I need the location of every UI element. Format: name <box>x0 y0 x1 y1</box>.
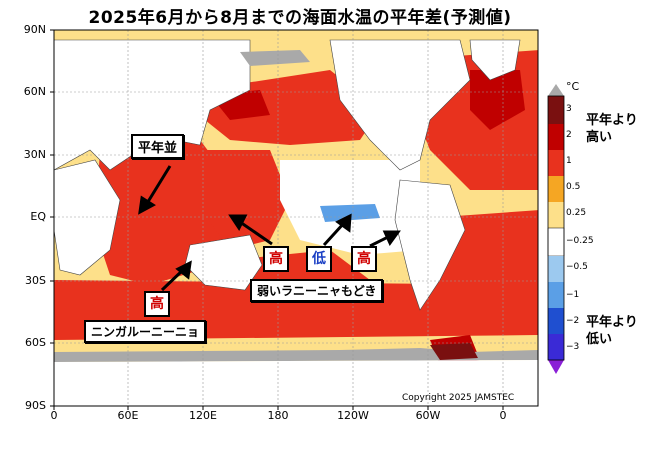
land-africa <box>54 159 121 276</box>
axis-ticks <box>50 29 504 410</box>
arrow-high-2-head <box>175 260 192 280</box>
sea-ice-antarctic <box>54 348 538 362</box>
arrow-normal-head <box>138 195 156 215</box>
legend-unit: °C <box>566 80 580 93</box>
annotation-arrows <box>138 165 401 292</box>
land-antarctica <box>54 360 538 406</box>
lat-label-90s: 90S <box>25 399 46 412</box>
lon-label-180: 180 <box>267 409 289 422</box>
lon-label-60w: 60W <box>415 409 441 422</box>
legend-tick-1: 1 <box>566 156 572 166</box>
legend-tick-neg-3: −3 <box>566 342 580 352</box>
badge-low-central-pacific: 低 <box>306 246 332 272</box>
legend-tick-neg-0-25: −0.25 <box>566 236 594 246</box>
label-weak-la-nina-modoki: 弱いラニーニャもどき <box>250 279 384 302</box>
land-greenland <box>469 39 521 81</box>
lon-label-60e: 60E <box>117 409 139 422</box>
badge-high-west-australia: 高 <box>144 291 170 317</box>
map-frame <box>53 29 539 407</box>
legend-tick-2: 2 <box>566 130 572 140</box>
lat-label-eq: EQ <box>30 210 46 223</box>
warm-strong-north-atlantic <box>470 70 525 130</box>
map-title: 2025年6月から8月までの海面水温の平年差(予測値) <box>88 8 512 28</box>
lon-label-0-east: 0 <box>499 409 507 422</box>
label-ningaloo-nino: ニンガルーニーニョ <box>84 320 207 343</box>
arrow-high-1 <box>239 220 273 246</box>
legend-tick-3: 3 <box>566 104 572 114</box>
badge-high-east-pacific: 高 <box>351 246 377 272</box>
arrow-high-3-head <box>382 230 401 246</box>
badge-high-west-pacific: 高 <box>263 246 289 272</box>
lat-label-90n: 90N <box>23 23 46 36</box>
legend-below-normal-label: 平年より 低い <box>586 315 638 347</box>
arrow-low-1-head <box>335 213 352 233</box>
map-field <box>54 30 538 406</box>
lon-label-120w: 120W <box>337 409 369 422</box>
legend-above-normal-label: 平年より 高い <box>586 113 638 145</box>
legend-tick-0-5: 0.5 <box>566 182 581 192</box>
sea-ice-arctic <box>240 50 310 66</box>
lat-label-30n: 30N <box>23 148 46 161</box>
lat-label-60n: 60N <box>23 85 46 98</box>
lon-label-0: 0 <box>50 409 58 422</box>
copyright-text: Copyright 2025 JAMSTEC <box>402 393 515 403</box>
arrow-low-1 <box>322 221 346 247</box>
arrow-high-1-head <box>228 214 248 231</box>
legend-tick-neg-1: −1 <box>566 290 580 300</box>
warm-strong-weddell <box>430 343 478 360</box>
warm-region-west-pacific <box>200 150 290 250</box>
label-normal: 平年並 <box>131 134 185 159</box>
lon-label-120e: 120E <box>189 409 217 422</box>
land-north-america <box>329 39 471 171</box>
legend-tick-neg-2: −2 <box>566 316 580 326</box>
lat-label-60s: 60S <box>25 336 46 349</box>
lat-label-30s: 30S <box>25 274 46 287</box>
land-south-america <box>394 179 466 311</box>
cool-region-equatorial-pacific <box>320 204 380 222</box>
colorbar <box>547 84 565 374</box>
legend-tick-neg-0-5: −0.5 <box>566 262 588 272</box>
legend-tick-0-25: 0.25 <box>566 208 587 218</box>
arrow-normal <box>144 165 172 206</box>
